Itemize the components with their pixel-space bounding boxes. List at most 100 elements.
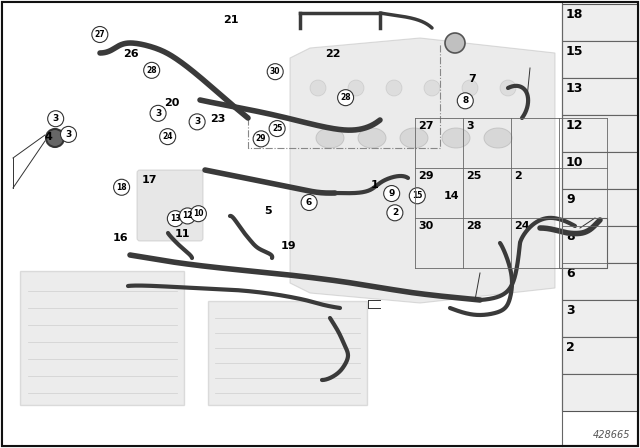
Circle shape [47, 111, 64, 127]
Bar [562, 374, 638, 411]
Text: 25: 25 [466, 171, 481, 181]
Circle shape [114, 179, 129, 195]
Text: 9: 9 [566, 193, 575, 206]
Text: 28: 28 [340, 93, 351, 102]
Circle shape [301, 194, 317, 211]
Text: 28: 28 [147, 66, 157, 75]
Circle shape [457, 93, 474, 109]
Circle shape [424, 80, 440, 96]
Ellipse shape [400, 128, 428, 148]
Bar [562, 41, 638, 78]
Circle shape [462, 80, 478, 96]
Circle shape [168, 211, 184, 227]
Circle shape [348, 80, 364, 96]
Bar [562, 226, 638, 263]
Bar [463, 118, 511, 168]
Text: 27: 27 [95, 30, 105, 39]
Text: 3: 3 [52, 114, 59, 123]
Text: 23: 23 [210, 114, 225, 124]
Circle shape [92, 26, 108, 43]
Circle shape [46, 129, 64, 147]
Bar [3, 3, 560, 445]
Circle shape [500, 80, 516, 96]
Text: 15: 15 [566, 45, 584, 58]
Text: 24: 24 [514, 221, 530, 231]
Text: 3: 3 [466, 121, 474, 131]
Circle shape [268, 64, 283, 80]
Text: 26: 26 [124, 49, 139, 59]
Text: 8: 8 [462, 96, 468, 105]
Text: 6: 6 [566, 267, 575, 280]
Bar [463, 168, 511, 218]
Circle shape [144, 62, 160, 78]
Circle shape [310, 80, 326, 96]
Bar [415, 168, 463, 218]
Text: 29: 29 [256, 134, 266, 143]
FancyBboxPatch shape [20, 271, 184, 405]
Text: 5: 5 [264, 207, 271, 216]
Circle shape [269, 121, 285, 137]
Text: 10: 10 [193, 209, 204, 218]
Text: 2: 2 [392, 208, 398, 217]
Text: 12: 12 [566, 119, 584, 132]
Bar [511, 218, 559, 268]
Text: 18: 18 [566, 8, 584, 21]
Circle shape [387, 205, 403, 221]
Text: 12: 12 [182, 211, 193, 220]
Text: 6: 6 [306, 198, 312, 207]
Circle shape [61, 126, 77, 142]
Text: 428665: 428665 [593, 430, 630, 440]
Bar [562, 4, 638, 41]
Text: 24: 24 [163, 132, 173, 141]
Text: 3: 3 [566, 304, 575, 317]
Text: 2: 2 [514, 171, 522, 181]
Text: 16: 16 [113, 233, 128, 243]
Bar [562, 300, 638, 337]
Text: 15: 15 [412, 191, 422, 200]
Text: 25: 25 [272, 124, 282, 133]
Text: 18: 18 [116, 183, 127, 192]
FancyBboxPatch shape [137, 170, 203, 241]
Circle shape [150, 105, 166, 121]
Circle shape [386, 80, 402, 96]
Bar [415, 118, 463, 168]
Bar [463, 218, 511, 268]
Circle shape [160, 129, 175, 145]
Circle shape [410, 188, 426, 204]
Text: 28: 28 [466, 221, 481, 231]
Bar [511, 168, 559, 218]
Bar [562, 337, 638, 374]
Ellipse shape [484, 128, 512, 148]
Circle shape [384, 185, 399, 202]
Text: 1: 1 [371, 180, 378, 190]
Text: 13: 13 [566, 82, 584, 95]
Circle shape [191, 206, 206, 222]
Text: 22: 22 [325, 49, 340, 59]
Text: 14: 14 [444, 191, 459, 201]
Text: 3: 3 [155, 109, 161, 118]
Text: 17: 17 [141, 175, 157, 185]
Bar [562, 263, 638, 300]
Text: 9: 9 [388, 189, 395, 198]
Bar [562, 115, 638, 152]
Circle shape [179, 208, 196, 224]
Ellipse shape [316, 128, 344, 148]
Text: 4: 4 [45, 132, 52, 142]
FancyBboxPatch shape [208, 301, 367, 405]
Text: 13: 13 [170, 214, 180, 223]
Text: 30: 30 [418, 221, 433, 231]
Ellipse shape [358, 128, 386, 148]
Bar [562, 152, 638, 189]
Ellipse shape [442, 128, 470, 148]
Circle shape [189, 114, 205, 130]
Text: 27: 27 [418, 121, 433, 131]
Text: 19: 19 [280, 241, 296, 251]
Circle shape [253, 131, 269, 147]
Text: 11: 11 [175, 229, 190, 239]
Circle shape [445, 33, 465, 53]
Bar [415, 218, 463, 268]
Polygon shape [290, 38, 555, 303]
Circle shape [338, 90, 354, 106]
Bar [562, 78, 638, 115]
Bar [559, 218, 607, 268]
